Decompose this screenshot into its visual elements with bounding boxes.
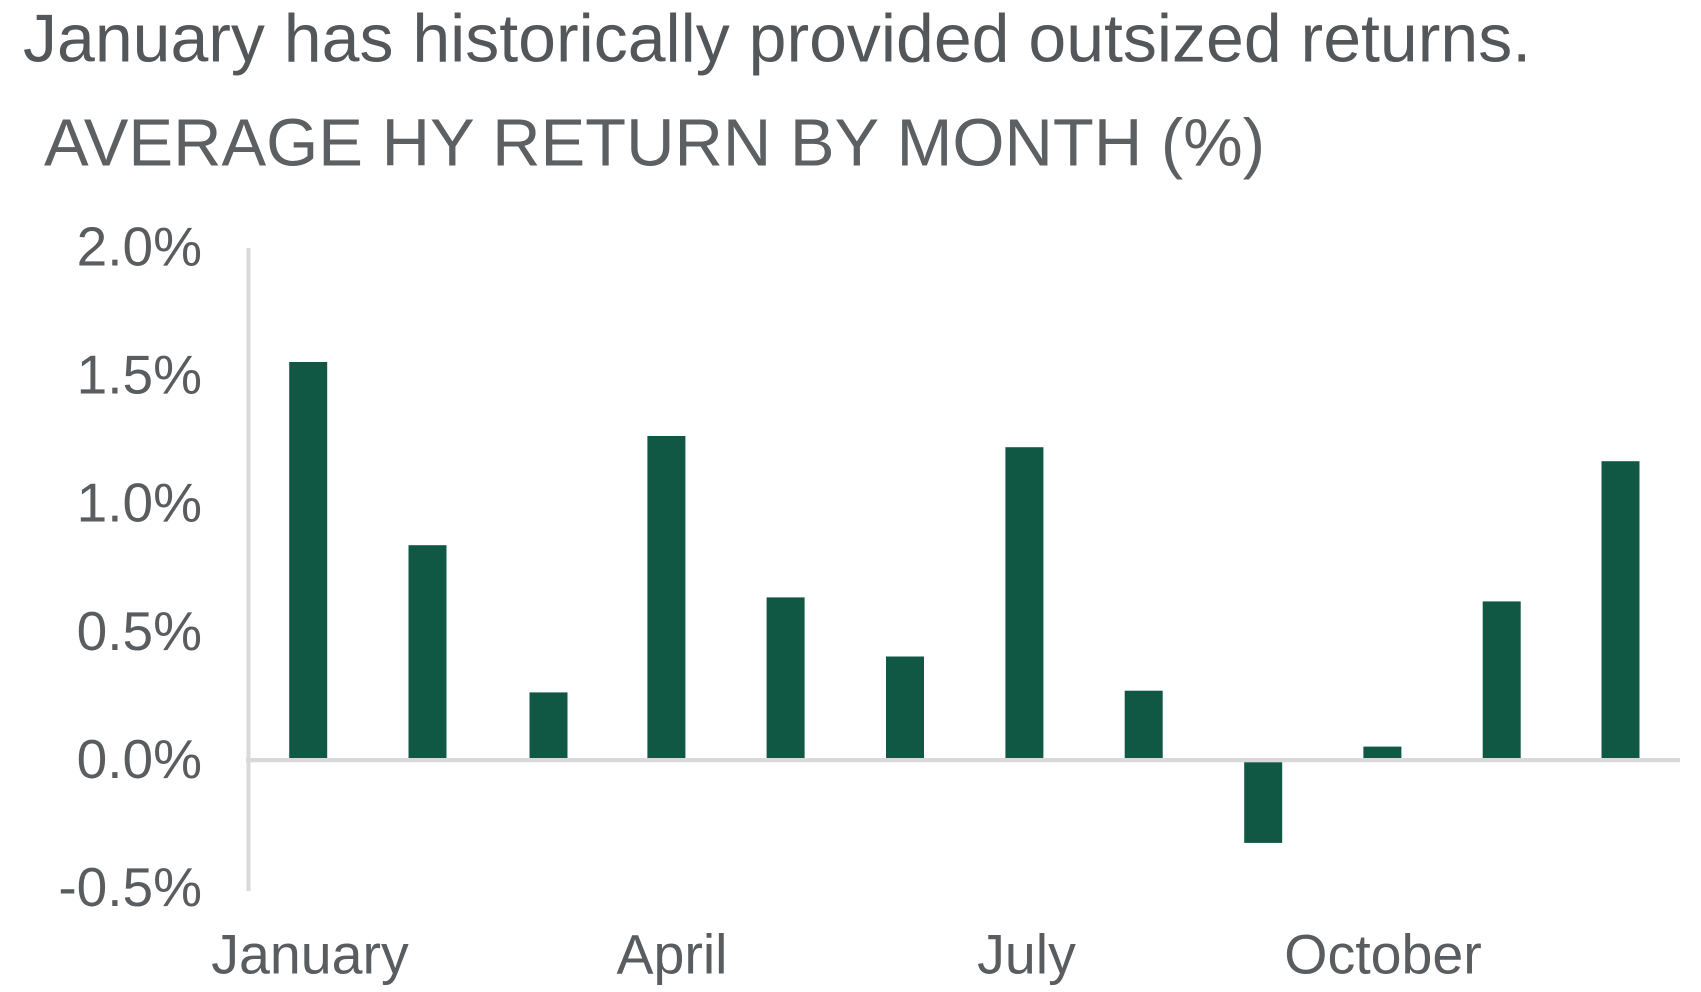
- svg-text:January: January: [211, 924, 409, 986]
- svg-text:October: October: [1284, 924, 1481, 986]
- svg-text:0.5%: 0.5%: [77, 600, 202, 662]
- svg-text:0.0%: 0.0%: [77, 728, 202, 790]
- svg-text:April: April: [616, 924, 727, 986]
- svg-text:January has historically provi: January has historically provided outsiz…: [23, 1, 1531, 77]
- svg-text:July: July: [977, 924, 1076, 986]
- svg-text:1.5%: 1.5%: [77, 344, 202, 406]
- svg-text:-0.5%: -0.5%: [58, 856, 202, 918]
- svg-text:AVERAGE HY RETURN BY MONTH (%): AVERAGE HY RETURN BY MONTH (%): [44, 106, 1265, 181]
- svg-text:2.0%: 2.0%: [77, 216, 202, 278]
- svg-text:1.0%: 1.0%: [77, 472, 202, 534]
